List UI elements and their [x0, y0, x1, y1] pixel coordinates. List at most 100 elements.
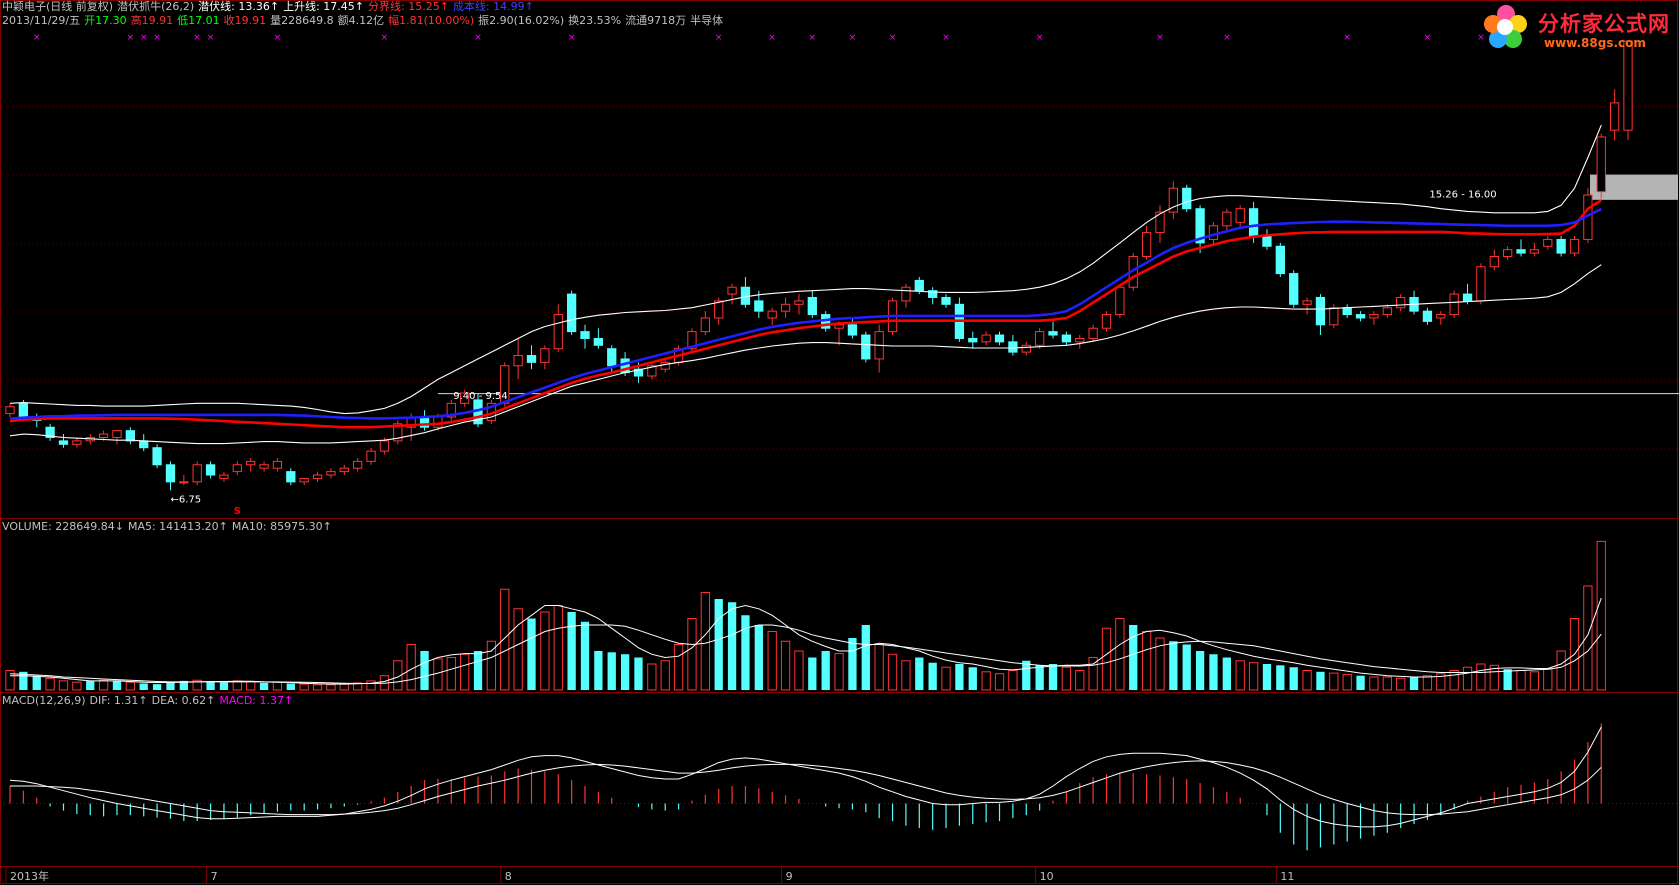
candle-body	[1222, 211, 1232, 227]
volume-bar	[994, 673, 1005, 691]
candle-body	[928, 290, 938, 298]
volume-bar	[673, 644, 684, 691]
volume-bar	[326, 684, 336, 691]
volume-bar	[1129, 625, 1138, 690]
top-marker: ×	[809, 33, 817, 43]
volume-bar	[794, 650, 804, 691]
volume-bar	[125, 681, 135, 691]
top-marker: ×	[768, 33, 776, 43]
candle-body	[1462, 293, 1473, 302]
volume-bar	[58, 680, 69, 691]
volume-bar	[1316, 671, 1325, 690]
candle-body	[1396, 296, 1406, 309]
candle-body	[112, 430, 122, 438]
macd-header: MACD(12,26,9) DIF: 1.31↑ DEA: 0.62↑ MACD: 1…	[2, 694, 297, 708]
volume-panel[interactable]	[5, 540, 1606, 691]
volume-bar	[1209, 654, 1218, 690]
candle-body	[246, 460, 256, 466]
top-marker: ×	[568, 33, 576, 43]
volume-bar	[353, 682, 363, 691]
candle-body	[1168, 187, 1179, 213]
volume-bar	[1235, 660, 1245, 691]
candle-body	[1596, 136, 1606, 193]
price-annotation-1: 9.40 - 9.54	[453, 391, 508, 402]
candle-body	[1342, 307, 1352, 316]
top-marker: ×	[474, 33, 482, 43]
volume-bar	[299, 683, 309, 691]
volume-bar	[901, 660, 911, 691]
macd-header-item-3: MACD: 1.37↑	[219, 694, 294, 707]
candle-body	[259, 464, 269, 469]
volume-bar	[660, 660, 670, 691]
candle-body	[1569, 238, 1580, 254]
candle-body	[1449, 293, 1459, 316]
volume-bar	[1048, 664, 1058, 690]
xaxis-label-2: 8	[505, 870, 512, 883]
volume-bar	[1155, 637, 1165, 691]
macd-panel[interactable]	[9, 723, 1602, 851]
candle-body	[1034, 331, 1045, 346]
candle-body	[1436, 314, 1446, 319]
volume-bar	[1583, 585, 1593, 691]
site-logo[interactable]: 分析家公式网 www.88gs.com	[1478, 2, 1676, 54]
volume-bar	[139, 683, 148, 690]
volume-bar	[727, 602, 737, 690]
volume-bar	[594, 651, 603, 690]
xaxis-label-5: 11	[1280, 870, 1294, 883]
top-marker: ×	[207, 33, 215, 43]
candle-body	[5, 406, 15, 415]
volume-bar	[1289, 667, 1298, 690]
volume-bar	[607, 652, 616, 690]
candle-body	[152, 447, 162, 466]
volume-bar	[459, 653, 470, 691]
candle-body	[433, 416, 443, 428]
volume-header-item-1: MA5: 141413.20↑	[127, 520, 228, 533]
volume-bar	[500, 588, 510, 691]
top-marker: ×	[33, 33, 41, 43]
candle-body	[192, 464, 202, 483]
top-marker: ×	[1223, 33, 1231, 43]
candle-body	[1302, 300, 1312, 305]
signal-marker: S	[234, 506, 241, 517]
candle-body	[1516, 249, 1526, 254]
candle-body	[1329, 307, 1339, 326]
macd-line-DEA	[10, 760, 1602, 816]
price-panel[interactable]: × × × × × × × × × × × × × × × × × × × × × × ←6.75 9.40 - 9.54 15…	[5, 33, 1679, 517]
candle-body	[754, 300, 764, 312]
volume-bar	[527, 618, 536, 690]
volume-bar	[513, 608, 523, 691]
volume-bar	[887, 653, 898, 691]
candle-body	[700, 317, 710, 333]
volume-bar	[1035, 665, 1044, 690]
candle-body	[1623, 40, 1633, 131]
price-line-潜伏线	[9, 264, 1602, 445]
candle-body	[901, 286, 911, 302]
xaxis-label-4: 10	[1040, 870, 1054, 883]
candle-body	[219, 474, 229, 479]
volume-bar	[955, 664, 964, 690]
top-marker: ×	[193, 33, 201, 43]
volume-bar	[1061, 666, 1072, 691]
candle-body	[847, 324, 858, 336]
volume-bar	[312, 684, 323, 691]
volume-header-item-2: MA10: 85975.30↑	[231, 520, 332, 533]
candle-body	[1315, 296, 1326, 326]
candle-body	[232, 464, 242, 473]
volume-bar	[1008, 670, 1018, 691]
volume-bar	[567, 612, 576, 690]
volume-bar	[968, 667, 977, 690]
volume-bar	[192, 679, 202, 691]
volume-bar	[1276, 665, 1285, 690]
volume-bar	[981, 671, 991, 691]
volume-bar	[915, 657, 924, 690]
candle-body	[861, 334, 871, 360]
candle-body	[1195, 208, 1205, 244]
header-line1-item-5: 成本线: 14.99↑	[452, 0, 534, 13]
candle-body	[165, 464, 176, 483]
candle-body	[941, 296, 951, 305]
volume-bar	[1489, 664, 1499, 691]
volume-bar	[86, 680, 95, 690]
